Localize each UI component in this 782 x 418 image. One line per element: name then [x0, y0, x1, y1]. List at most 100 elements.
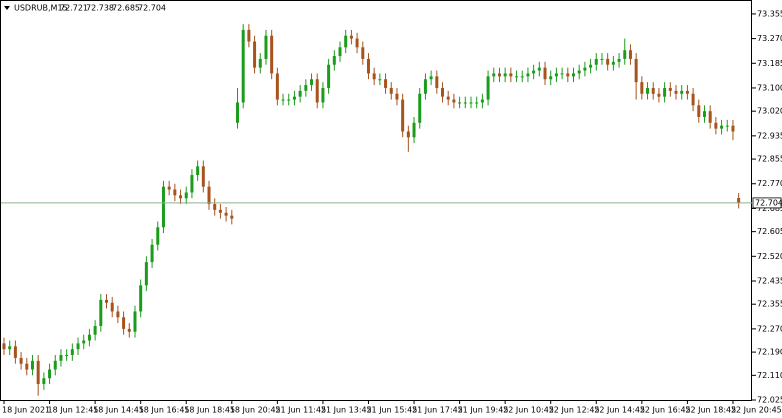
candle-body — [731, 125, 735, 132]
candle-body — [452, 99, 456, 103]
candle-body — [65, 355, 69, 357]
candle-body — [93, 325, 97, 335]
candle-body — [19, 357, 23, 364]
candle-body — [332, 56, 336, 65]
y-tick-label: 72.770 — [757, 179, 782, 188]
candle-body — [53, 360, 57, 370]
y-tick-label: 73.355 — [757, 9, 782, 18]
candle-body — [298, 90, 302, 97]
candle-body — [235, 102, 239, 123]
candle-body — [247, 29, 251, 42]
candle-body — [258, 58, 262, 68]
y-tick-label: 72.605 — [757, 227, 782, 236]
candle-body — [378, 79, 382, 81]
candle-body — [133, 311, 137, 332]
candle-body — [492, 73, 496, 77]
candle-body — [640, 82, 644, 94]
price-label: 72.704 — [755, 198, 782, 207]
symbol: USDRUB,M15 — [14, 4, 68, 13]
candle-body — [30, 360, 34, 370]
y-tick-label: 73.185 — [757, 59, 782, 68]
plot-frame — [0, 0, 752, 401]
x-tick-label: 22 Jun 20:45 — [731, 406, 782, 415]
candle-body — [441, 87, 445, 97]
candle-body — [275, 73, 279, 100]
candle-body — [572, 73, 575, 77]
candle-body — [321, 87, 325, 103]
candle-body — [628, 50, 632, 59]
y-tick-label: 72.685 — [757, 204, 782, 213]
candle-body — [469, 102, 473, 104]
candle-body — [87, 334, 91, 341]
y-tick-label: 72.190 — [757, 348, 782, 357]
header-open: 72.721 — [60, 4, 88, 13]
candle-body — [59, 355, 63, 361]
candle-body — [173, 189, 177, 196]
candle-body — [25, 363, 29, 370]
y-tick-label: 73.100 — [757, 83, 782, 92]
candle-body — [737, 197, 741, 203]
candle-body — [418, 93, 422, 123]
candle-body — [429, 76, 433, 80]
y-tick-label: 72.935 — [757, 131, 782, 140]
candle-body — [13, 346, 17, 358]
candle-body — [537, 67, 541, 71]
x-tick-label: 22 Jun 16:45 — [640, 406, 691, 415]
candle-body — [611, 61, 615, 65]
candle-body — [389, 87, 393, 94]
candle-body — [110, 302, 114, 312]
candle-body — [99, 299, 103, 326]
candle-body — [327, 64, 331, 88]
candle-body — [406, 131, 410, 138]
candle-body — [207, 186, 211, 205]
x-tick-label: 21 Jun 19:45 — [458, 406, 509, 415]
candle-body — [48, 369, 52, 379]
x-tick-label: 21 Jun 17:45 — [412, 406, 463, 415]
candle-body — [549, 76, 553, 80]
x-tick-label: 18 Jun 2021 — [2, 406, 50, 415]
candle-body — [600, 58, 604, 60]
candle-body — [230, 215, 234, 219]
y-tick-label: 72.355 — [757, 300, 782, 309]
x-tick-label: 18 Jun 12:45 — [48, 406, 99, 415]
candle-body — [674, 90, 678, 94]
x-tick-label: 22 Jun 12:45 — [549, 406, 600, 415]
candle-body — [184, 192, 188, 199]
candle-body — [287, 99, 291, 101]
price-label-box — [752, 197, 782, 209]
candle-body — [127, 328, 131, 332]
x-tick-label: 18 Jun 16:45 — [139, 406, 190, 415]
x-tick-label: 22 Jun 10:45 — [503, 406, 554, 415]
candle-body — [366, 58, 370, 74]
candle-body — [714, 122, 718, 129]
y-tick-label: 72.435 — [757, 276, 782, 285]
candle-body — [8, 346, 12, 350]
candle-body — [355, 38, 359, 48]
candle-body — [144, 262, 148, 286]
x-tick-label: 21 Jun 11:45 — [275, 406, 326, 415]
candle-body — [720, 125, 724, 129]
candle-body — [503, 73, 507, 77]
candle-body — [196, 166, 200, 176]
candle-body — [515, 76, 519, 78]
y-tick-label: 73.270 — [757, 34, 782, 43]
x-tick-label: 18 Jun 14:45 — [93, 406, 144, 415]
candle-body — [384, 79, 388, 88]
candle-body — [480, 99, 484, 103]
candle-body — [446, 96, 450, 100]
candle-body — [435, 76, 439, 88]
candle-body — [167, 186, 171, 190]
candle-body — [663, 87, 667, 97]
candle-body — [646, 87, 650, 94]
candle-body — [70, 349, 74, 356]
y-tick-label: 72.025 — [757, 396, 782, 405]
candle-body — [463, 102, 467, 104]
x-tick-label: 21 Jun 13:45 — [321, 406, 372, 415]
candle-body — [697, 105, 701, 117]
candle-body — [190, 175, 194, 193]
header-low: 72.685 — [112, 4, 140, 13]
x-tick-label: 18 Jun 20:45 — [230, 406, 281, 415]
candle-body — [617, 58, 621, 62]
y-tick-label: 72.270 — [757, 324, 782, 333]
